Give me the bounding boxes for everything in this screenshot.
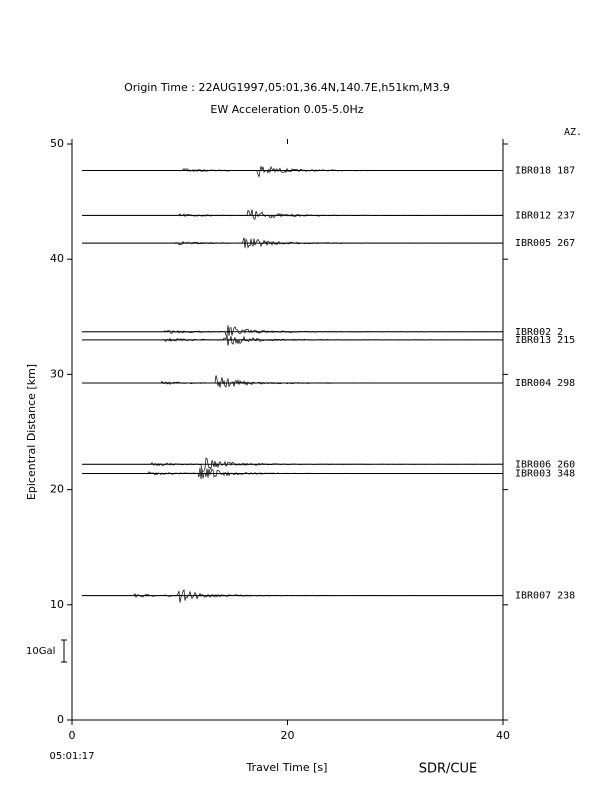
station-label: IBR004 298 [515,378,575,389]
station-label: IBR006 260 [515,459,575,470]
x-axis-label: Travel Time [s] [246,761,328,774]
station-name: IBR013 [515,335,551,346]
station-name: IBR006 [515,459,551,470]
azimuth-header: AZ. [564,127,582,138]
chart-title: Origin Time : 22AUG1997,05:01,36.4N,140.… [124,81,450,94]
station-label: IBR003 348 [515,468,575,479]
station-label: IBR012 237 [515,210,575,221]
station-name: IBR002 [515,327,551,338]
station-azimuth: 237 [557,210,575,221]
y-tick-label: 40 [50,252,64,265]
station-azimuth: 187 [557,165,575,176]
seismogram-trace [82,209,503,220]
y-tick-label: 30 [50,367,64,380]
y-tick-label: 20 [50,483,64,496]
chart-subtitle: EW Acceleration 0.05-5.0Hz [210,103,363,116]
credit: SDR/CUE [419,762,477,777]
seismogram-trace [82,165,503,178]
y-axis-label: Epicentral Distance [km] [25,364,38,500]
station-azimuth: 238 [557,591,575,602]
station-name: IBR012 [515,210,551,221]
y-tick-label: 0 [57,713,64,726]
station-azimuth: 215 [557,335,575,346]
station-label: IBR018 187 [515,165,575,176]
seismogram-trace [82,237,504,249]
start-time: 05:01:17 [50,751,95,762]
scale-label: 10Gal [26,646,55,657]
seismogram-trace [82,467,504,480]
y-tick-label: 50 [50,137,64,150]
x-tick-label: 0 [69,729,76,742]
station-azimuth: 298 [557,378,575,389]
seismogram-trace [82,325,503,336]
station-label: IBR013 215 [515,335,575,346]
seismogram-trace [82,588,503,603]
station-azimuth: 2 [557,327,563,338]
station-name: IBR004 [515,378,551,389]
station-name: IBR005 [515,238,551,249]
x-tick-label: 20 [281,729,295,742]
seismogram-trace [82,335,503,346]
station-name: IBR003 [515,468,551,479]
station-label: IBR005 267 [515,238,575,249]
seismogram-trace [82,457,504,472]
station-azimuth: 267 [557,238,575,249]
station-label: IBR002 2 [515,327,563,338]
station-label: IBR007 238 [515,591,575,602]
seismogram-trace [82,375,503,388]
station-name: IBR007 [515,591,551,602]
y-tick-label: 10 [50,598,64,611]
station-azimuth: 348 [557,468,575,479]
x-tick-label: 40 [496,729,510,742]
station-azimuth: 260 [557,459,575,470]
station-name: IBR018 [515,165,551,176]
